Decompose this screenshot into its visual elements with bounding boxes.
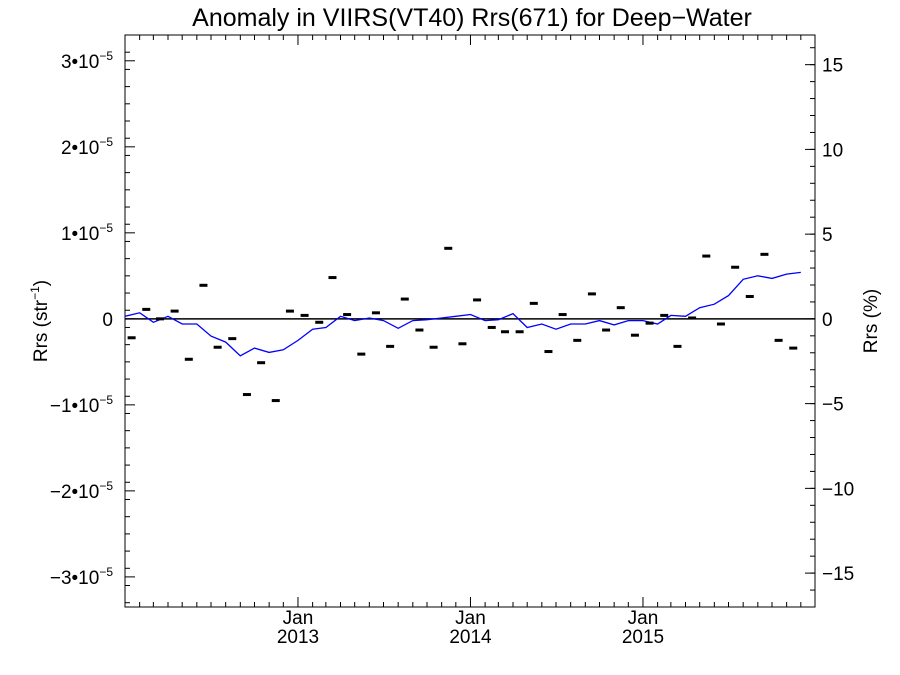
y-tick-mantissa: 3•10 <box>61 52 99 73</box>
data-marker <box>343 313 352 317</box>
data-marker <box>371 311 380 315</box>
data-marker <box>184 357 193 361</box>
data-marker <box>285 309 294 313</box>
data-marker <box>573 338 582 342</box>
y2-tick-label: −10 <box>822 479 854 500</box>
data-marker <box>473 298 482 302</box>
y-tick-mantissa: −3•10 <box>50 568 99 589</box>
y2-tick-label: −15 <box>822 564 854 585</box>
data-marker <box>587 292 596 296</box>
y2-tick-label: −5 <box>822 395 844 416</box>
data-marker <box>745 294 754 298</box>
data-marker <box>400 297 409 301</box>
y-axis-right: 15 10 5 0 −5 −10 −15 <box>805 47 854 608</box>
y-tick-label: 0 <box>102 310 113 331</box>
data-marker <box>602 328 611 332</box>
x-tick-month: Jan <box>455 608 486 629</box>
data-marker <box>716 322 725 326</box>
data-marker <box>257 361 266 365</box>
x-tick-month: Jan <box>628 608 659 629</box>
y-tick-exponent: −5 <box>99 479 113 493</box>
data-marker <box>228 337 237 341</box>
data-marker <box>357 352 366 356</box>
y-axis-left: 3•10−52•10−51•10−50−1•10−5−2•10−5−3•10−5 <box>50 49 135 604</box>
data-marker <box>630 333 639 337</box>
x-tick-year: 2013 <box>277 627 319 648</box>
y2-tick-label: 10 <box>822 140 843 161</box>
y2-tick-label: 5 <box>822 225 833 246</box>
data-marker <box>386 344 395 348</box>
y-tick-label: 2•10−5 <box>61 135 113 159</box>
x-tick-month: Jan <box>283 608 314 629</box>
y-tick-mantissa: 2•10 <box>61 138 99 159</box>
data-marker <box>731 265 740 269</box>
data-marker <box>544 350 553 354</box>
data-marker <box>529 301 538 305</box>
y-tick-mantissa: −1•10 <box>50 396 99 417</box>
y2-axis-title: Rrs (%) <box>861 289 882 353</box>
data-marker <box>155 317 164 321</box>
y-tick-mantissa: 1•10 <box>61 224 99 245</box>
chart-title: Anomaly in VIIRS(VT40) Rrs(671) for Deep… <box>192 4 752 32</box>
data-marker <box>142 307 151 311</box>
y-tick-label: −3•10−5 <box>50 565 113 589</box>
data-marker <box>760 252 769 256</box>
y-tick-label: −1•10−5 <box>50 393 113 417</box>
series-layer <box>124 246 801 403</box>
data-marker <box>429 345 438 349</box>
data-marker <box>500 330 509 334</box>
x-tick-year: 2014 <box>449 627 492 648</box>
data-marker <box>515 330 524 334</box>
data-marker <box>271 399 280 403</box>
y-axis-title-end: ) <box>31 280 52 286</box>
y-tick-mantissa: 0 <box>102 310 113 331</box>
data-marker <box>702 254 711 258</box>
y-axis-title-main: Rrs (str <box>31 299 52 362</box>
data-marker <box>688 316 697 320</box>
series-line <box>124 271 801 357</box>
y-tick-exponent: −5 <box>99 135 113 149</box>
plot-area <box>124 34 816 608</box>
x-tick-year: 2015 <box>622 627 664 648</box>
data-marker <box>645 321 654 325</box>
data-marker <box>444 246 453 250</box>
y2-tick-label: 15 <box>822 56 843 77</box>
y-tick-label: 1•10−5 <box>61 221 113 245</box>
y-tick-exponent: −5 <box>99 221 113 235</box>
data-marker <box>616 306 625 310</box>
data-marker <box>415 328 424 332</box>
data-marker <box>127 336 136 340</box>
data-marker <box>487 325 496 329</box>
data-marker <box>558 313 567 317</box>
data-marker <box>673 344 682 348</box>
data-marker <box>774 338 783 342</box>
data-marker <box>789 346 798 350</box>
data-marker <box>660 313 669 317</box>
y-axis-title-sup: −1 <box>28 286 42 300</box>
y-tick-exponent: −5 <box>99 49 113 63</box>
data-marker <box>199 283 208 287</box>
data-marker <box>242 393 251 397</box>
y-tick-mantissa: −2•10 <box>50 482 99 503</box>
y2-tick-label: 0 <box>822 310 833 331</box>
data-marker <box>170 309 179 313</box>
data-marker <box>213 345 222 349</box>
y-tick-label: −2•10−5 <box>50 479 113 503</box>
y-tick-exponent: −5 <box>99 393 113 407</box>
data-marker <box>300 313 309 317</box>
y-axis-title: Rrs (str−1) <box>28 280 52 362</box>
y-tick-exponent: −5 <box>99 565 113 579</box>
y-tick-label: 3•10−5 <box>61 49 113 73</box>
data-marker <box>315 320 324 324</box>
data-marker <box>328 276 337 280</box>
data-marker <box>458 342 467 346</box>
